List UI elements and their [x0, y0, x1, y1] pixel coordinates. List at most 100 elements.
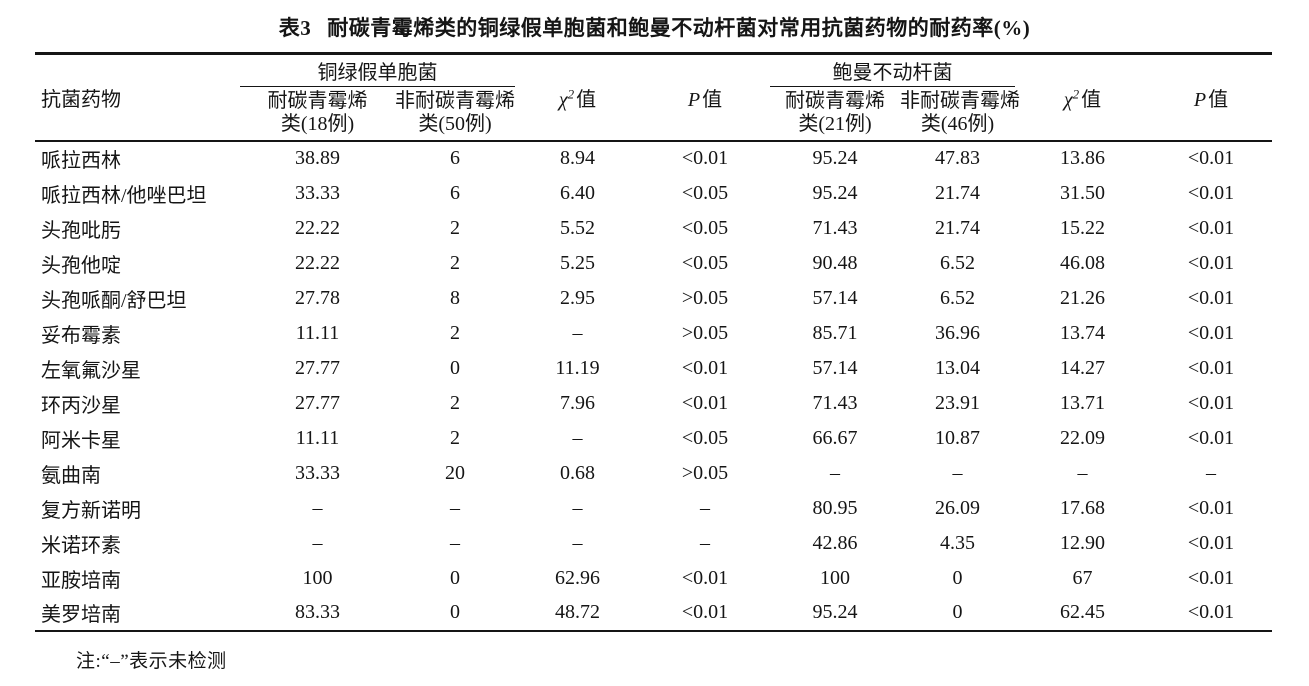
drug-name-cell: 亚胺培南 [41, 569, 121, 592]
chi-symbol: χ [558, 88, 568, 111]
drug-name-cell: 头孢他啶 [41, 254, 121, 277]
value-cell: 48.72 [555, 601, 600, 623]
value-cell: <0.01 [1187, 251, 1235, 274]
value-cell: 0 [450, 566, 460, 589]
drug-name-cell: 美罗培南 [41, 604, 121, 626]
value-cell: 71.43 [812, 216, 858, 239]
value-cell: >0.05 [681, 286, 729, 309]
p-suffix: 值 [702, 88, 723, 111]
p-suffix: 值 [1208, 88, 1229, 111]
value-cell: 22.22 [295, 216, 340, 239]
table-number: 表3 [278, 16, 312, 40]
value-cell: 0 [450, 356, 460, 379]
value-cell: – [312, 531, 323, 554]
value-cell: <0.01 [681, 147, 729, 169]
value-cell: <0.01 [1187, 356, 1235, 379]
value-cell: 11.11 [295, 321, 340, 344]
value-cell: 95.24 [812, 147, 858, 169]
drug-name-cell: 环丙沙星 [41, 394, 121, 417]
table-row: 头孢吡肟 22.22 2 5.52 <0.05 71.43 21.74 15.22 <0.01 [35, 211, 1272, 246]
drug-name-cell: 哌拉西林 [41, 150, 121, 172]
value-cell: <0.05 [681, 426, 729, 449]
value-cell: 8.94 [560, 147, 595, 169]
value-cell: 0.68 [560, 461, 595, 484]
drug-name-cell: 米诺环素 [41, 534, 121, 557]
chi-superscript: 2 [567, 86, 575, 102]
chi-superscript: 2 [1072, 86, 1080, 102]
value-cell: <0.01 [1187, 147, 1235, 169]
col-header-ab-non-carbapenem-resistant: 非耐碳青霉烯 类(46例) [900, 86, 1020, 142]
value-cell: <0.01 [1187, 531, 1235, 554]
value-cell: <0.01 [1187, 496, 1235, 519]
value-cell: – [700, 496, 710, 519]
value-cell: 2.95 [560, 286, 595, 309]
value-cell: 13.86 [1060, 147, 1105, 169]
value-cell: 13.71 [1060, 391, 1105, 414]
value-cell: 100 [302, 566, 333, 589]
value-cell: 22.09 [1060, 426, 1105, 449]
value-cell: – [450, 496, 460, 519]
value-cell: 4.35 [940, 531, 975, 554]
value-cell: 6 [450, 147, 460, 169]
table-row: 头孢哌酮/舒巴坦 27.78 8 2.95 >0.05 57.14 6.52 21.26 <0.… [35, 281, 1272, 316]
value-cell: 38.89 [295, 147, 340, 169]
value-cell: 27.77 [295, 391, 340, 414]
value-cell: 66.67 [812, 426, 858, 449]
table-row: 哌拉西林 38.89 6 8.94 <0.01 95.24 47.83 13.86 <0.01 [35, 141, 1272, 176]
value-cell: <0.01 [1187, 391, 1235, 414]
value-cell: 0 [450, 601, 460, 623]
value-cell: 13.74 [1060, 321, 1105, 344]
value-cell: – [572, 496, 583, 519]
value-cell: <0.01 [1187, 566, 1235, 589]
table-row: 哌拉西林/他唑巴坦 33.33 6 6.40 <0.05 95.24 21.74 31.50 <… [35, 176, 1272, 211]
table-row: 阿米卡星 11.11 2 – <0.05 66.67 10.87 22.09 <0.01 [35, 421, 1272, 456]
table-footnote: 注:“–”表示未检测 [76, 651, 227, 672]
value-cell: 83.33 [295, 601, 340, 623]
value-cell: <0.01 [1187, 321, 1235, 344]
value-cell: <0.01 [1187, 426, 1235, 449]
value-cell: 21.26 [1060, 286, 1105, 309]
table-row: 左氧氟沙星 27.77 0 11.19 <0.01 57.14 13.04 14.27 <0.0… [35, 351, 1272, 386]
chi-symbol: χ [1063, 88, 1073, 111]
value-cell: 2 [450, 216, 460, 239]
value-cell: – [700, 531, 710, 554]
table-caption: 耐碳青霉烯类的铜绿假单胞菌和鲍曼不动杆菌对常用抗菌药物的耐药率(%) [327, 16, 1031, 40]
drug-name-cell: 头孢吡肟 [41, 219, 121, 242]
value-cell: <0.01 [681, 356, 729, 379]
table-body: 哌拉西林 38.89 6 8.94 <0.01 95.24 47.83 13.86 <0.01 哌… [35, 141, 1272, 631]
value-cell: 36.96 [935, 321, 980, 344]
value-cell: 57.14 [812, 286, 858, 309]
p-symbol: P [687, 88, 701, 111]
value-cell: 26.09 [935, 496, 980, 519]
value-cell: 13.04 [935, 356, 980, 379]
chi-suffix: 值 [576, 88, 597, 111]
value-cell: 42.86 [812, 531, 858, 554]
value-cell: 62.96 [555, 566, 600, 589]
value-cell: 2 [450, 426, 460, 449]
value-cell: 5.52 [560, 216, 595, 239]
value-cell: – [1206, 461, 1216, 484]
value-cell: 21.74 [935, 181, 980, 204]
chi-suffix: 值 [1081, 88, 1102, 111]
col-header-drug: 抗菌药物 [35, 53, 240, 142]
value-cell: 100 [820, 566, 850, 589]
value-cell: <0.05 [681, 216, 729, 239]
value-cell: 90.48 [812, 251, 858, 274]
value-cell: 6.52 [940, 286, 975, 309]
col-header-chi-squared-1: χ2 值 [515, 53, 640, 142]
value-cell: <0.01 [681, 391, 729, 414]
value-cell: – [952, 461, 963, 484]
value-cell: 10.87 [935, 426, 980, 449]
drug-name-cell: 头孢哌酮/舒巴坦 [41, 289, 187, 312]
drug-name-cell: 左氧氟沙星 [41, 359, 141, 382]
value-cell: 22.22 [295, 251, 340, 274]
value-cell: 6 [450, 181, 460, 204]
drug-name-cell: 哌拉西林/他唑巴坦 [41, 184, 207, 207]
value-cell: 2 [450, 391, 460, 414]
table-title: 表3 耐碳青霉烯类的铜绿假单胞菌和鲍曼不动杆菌对常用抗菌药物的耐药率(%) [0, 12, 1309, 42]
value-cell: 62.45 [1060, 601, 1105, 623]
table-row: 头孢他啶 22.22 2 5.25 <0.05 90.48 6.52 46.08 <0.01 [35, 246, 1272, 281]
